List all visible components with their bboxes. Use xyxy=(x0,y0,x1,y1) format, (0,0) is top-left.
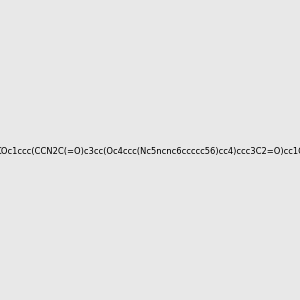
Text: COc1ccc(CCN2C(=O)c3cc(Oc4ccc(Nc5ncnc6ccccc56)cc4)ccc3C2=O)cc1OC: COc1ccc(CCN2C(=O)c3cc(Oc4ccc(Nc5ncnc6ccc… xyxy=(0,147,300,156)
